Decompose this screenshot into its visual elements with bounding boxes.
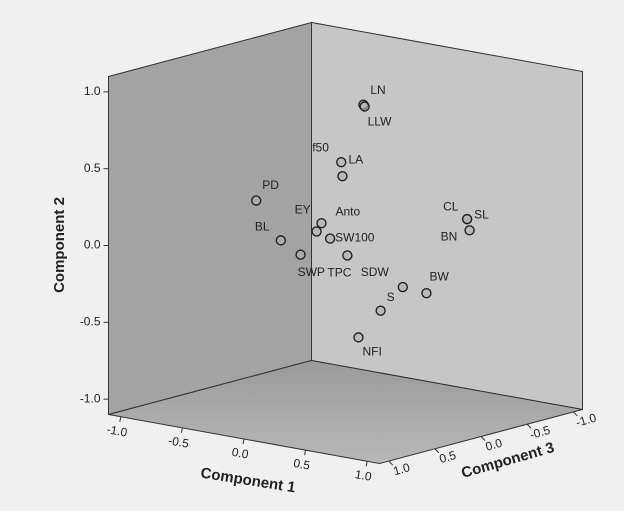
floor [108, 359, 583, 465]
point-label: S [387, 290, 395, 304]
point-label: SL [474, 207, 489, 221]
point-label: CL [443, 199, 459, 213]
point-label: PD [262, 178, 279, 192]
point [359, 101, 370, 112]
z-tick [388, 460, 394, 466]
y-axis-title: Component 2 [51, 197, 68, 293]
point [461, 213, 473, 225]
z-tick-label: 0.5 [438, 448, 458, 466]
point [275, 235, 287, 246]
point [464, 225, 475, 236]
y-tick-label: 0.0 [84, 238, 101, 252]
z-tick-label: -1.0 [574, 410, 598, 429]
point [316, 217, 327, 229]
point [295, 249, 306, 260]
point-label: EY [295, 203, 311, 217]
x-tick [119, 416, 122, 422]
ticks: -1.0 -0.5 0.0 0.5 1.0 -1.0 -0.5 0.0 0.5 1.0 -1.0 -0… [80, 84, 598, 484]
x-tick-label: 0.5 [292, 456, 311, 473]
left-wall [108, 21, 312, 416]
point-label: Anto [336, 204, 361, 218]
x-tick [365, 461, 368, 467]
point [251, 195, 262, 206]
point-label: LN [370, 83, 385, 97]
z-tick-label: 1.0 [392, 460, 412, 478]
z-tick [526, 423, 532, 429]
point [397, 281, 409, 293]
x-tick [304, 450, 307, 456]
z-tick [480, 436, 486, 441]
point-label: SWP [298, 265, 325, 279]
point-label: NFI [362, 345, 381, 359]
point [421, 287, 432, 299]
x-tick [242, 438, 245, 445]
x-tick [180, 427, 183, 433]
z-tick [434, 448, 440, 454]
point-label: BW [429, 269, 449, 283]
point-label: SW100 [335, 231, 375, 245]
y-tick-label: 0.5 [84, 161, 101, 175]
x-tick-label: 1.0 [354, 467, 373, 484]
point-label: f50 [312, 140, 329, 154]
x-tick-label: -1.0 [106, 422, 129, 439]
point-label: LA [348, 152, 363, 166]
point [375, 305, 386, 316]
x-axis-title: Component 1 [199, 465, 296, 497]
point [311, 226, 322, 237]
z-tick-label: -0.5 [528, 423, 552, 442]
point [342, 250, 353, 261]
point-label: BL [255, 220, 270, 234]
point-label: LLW [368, 115, 392, 129]
points: LN LLW f50 LA PD Anto EY SW100 BL SWP TPC SDW S NFI BW… [251, 83, 489, 359]
point-label: TPC [327, 266, 351, 280]
point [336, 156, 347, 168]
z-tick-label: 0.0 [484, 436, 504, 454]
x-tick-label: -0.5 [167, 433, 190, 450]
point [353, 332, 364, 343]
point [324, 233, 336, 244]
y-tick-label: -1.0 [80, 391, 101, 405]
x-tick-label: 0.0 [231, 445, 250, 462]
point [337, 171, 348, 182]
y-tick-label: -0.5 [80, 314, 101, 328]
y-tick-label: 1.0 [84, 84, 101, 98]
point-label: SDW [361, 265, 390, 279]
point-label: BN [441, 229, 458, 243]
z-axis-title: Component 3 [459, 439, 556, 482]
z-tick [572, 411, 578, 417]
